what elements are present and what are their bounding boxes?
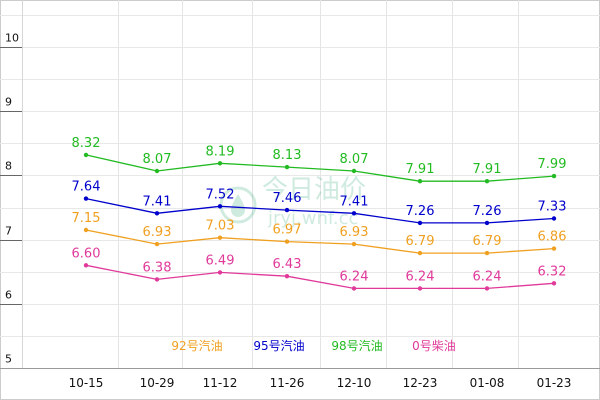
y-tick-label: 7 xyxy=(5,225,12,238)
data-point xyxy=(154,168,160,174)
data-point xyxy=(351,241,357,247)
x-tick-label: 12-23 xyxy=(403,376,438,390)
watermark-drop-icon xyxy=(231,194,245,217)
data-point xyxy=(551,246,557,251)
data-label: 7.99 xyxy=(538,157,567,172)
data-point xyxy=(351,211,357,216)
x-tick-label: 10-29 xyxy=(140,376,175,390)
data-point xyxy=(83,152,89,158)
data-label: 7.52 xyxy=(206,187,235,202)
label-layer: 7.15 6.93 7.03 6.97 6.93 6.79 6.79 6.86 7.64 7.41… xyxy=(72,136,567,285)
watermark-title: 今日油价 xyxy=(262,175,366,205)
data-label: 8.19 xyxy=(206,144,235,159)
data-label: 6.60 xyxy=(72,246,101,261)
legend-item: 95号汽油 xyxy=(253,338,304,353)
data-label: 7.03 xyxy=(206,219,235,234)
x-tick-label: 11-12 xyxy=(203,376,238,390)
data-label: 8.32 xyxy=(72,136,101,151)
data-point xyxy=(217,235,223,240)
data-point xyxy=(284,207,290,213)
data-point xyxy=(217,161,223,166)
series-line-2 xyxy=(85,154,555,182)
data-label: 6.79 xyxy=(406,234,435,249)
data-label: 6.43 xyxy=(273,257,302,272)
data-label: 6.79 xyxy=(473,234,502,249)
axis-layer: 5 6 7 8 9 10 10-15 10-29 11-12 11-26 12-10 12-23 01-… xyxy=(0,0,600,390)
data-label: 7.15 xyxy=(72,211,101,226)
data-point xyxy=(284,239,290,244)
data-label: 7.91 xyxy=(406,162,435,177)
data-label: 7.26 xyxy=(473,204,502,219)
legend-item: 98号汽油 xyxy=(331,338,382,353)
y-tick-label: 5 xyxy=(5,353,12,366)
data-point xyxy=(83,196,89,201)
x-tick-label: 01-23 xyxy=(537,376,572,390)
data-label: 6.86 xyxy=(538,230,567,245)
data-label: 6.38 xyxy=(143,260,172,275)
y-tick-label: 10 xyxy=(5,32,19,45)
data-point xyxy=(551,216,557,221)
data-point xyxy=(351,286,357,291)
data-label: 8.13 xyxy=(273,148,302,163)
x-tick-label: 12-10 xyxy=(337,376,372,390)
data-point xyxy=(484,286,490,291)
series-line-1 xyxy=(85,197,555,224)
data-point xyxy=(551,281,557,286)
y-tick-label: 6 xyxy=(5,289,12,302)
y-tick-label: 8 xyxy=(5,160,12,173)
x-tick-label: 10-15 xyxy=(69,376,104,390)
data-label: 7.91 xyxy=(473,162,502,177)
legend: 92号汽油 95号汽油 98号汽油 0号柴油 xyxy=(171,338,455,353)
data-label: 6.32 xyxy=(538,264,567,279)
data-label: 7.41 xyxy=(340,194,369,209)
data-label: 6.24 xyxy=(406,269,435,284)
data-point xyxy=(351,168,357,174)
data-point xyxy=(551,173,557,179)
series-line-0 xyxy=(85,229,555,254)
legend-item: 92号汽油 xyxy=(171,338,222,353)
x-tick-label: 01-08 xyxy=(470,376,505,390)
data-label: 6.97 xyxy=(273,223,302,238)
data-label: 7.46 xyxy=(273,191,302,206)
data-point xyxy=(284,164,290,170)
data-point xyxy=(217,270,223,275)
data-point xyxy=(154,241,160,247)
data-point xyxy=(484,250,490,256)
data-label: 7.33 xyxy=(538,200,567,215)
data-label: 6.93 xyxy=(340,225,369,240)
data-point xyxy=(154,211,160,216)
data-point xyxy=(154,277,160,282)
watermark: 今日油价 jryj.wnf.cc xyxy=(219,175,366,229)
x-tick-label: 11-26 xyxy=(270,376,305,390)
series-line-3 xyxy=(85,264,555,290)
data-point xyxy=(217,204,223,209)
data-point xyxy=(417,179,423,184)
data-label: 6.24 xyxy=(473,269,502,284)
series-layer xyxy=(83,152,557,291)
data-point xyxy=(284,274,290,279)
data-label: 6.24 xyxy=(340,269,369,284)
data-point xyxy=(83,227,89,233)
data-label: 8.07 xyxy=(143,152,172,167)
data-point xyxy=(484,179,490,184)
watermark-url: jryj.wnf.cc xyxy=(267,208,358,229)
data-point xyxy=(484,220,490,226)
data-label: 6.49 xyxy=(206,253,235,268)
data-label: 7.26 xyxy=(406,204,435,219)
data-label: 8.07 xyxy=(340,152,369,167)
data-label: 7.64 xyxy=(72,180,101,195)
y-tick-label: 9 xyxy=(5,96,12,109)
data-point xyxy=(417,286,423,291)
data-point xyxy=(417,250,423,256)
data-label: 7.41 xyxy=(143,194,172,209)
data-point xyxy=(417,220,423,226)
legend-item: 0号柴油 xyxy=(412,339,456,353)
data-point xyxy=(83,263,89,268)
data-label: 6.93 xyxy=(143,225,172,240)
